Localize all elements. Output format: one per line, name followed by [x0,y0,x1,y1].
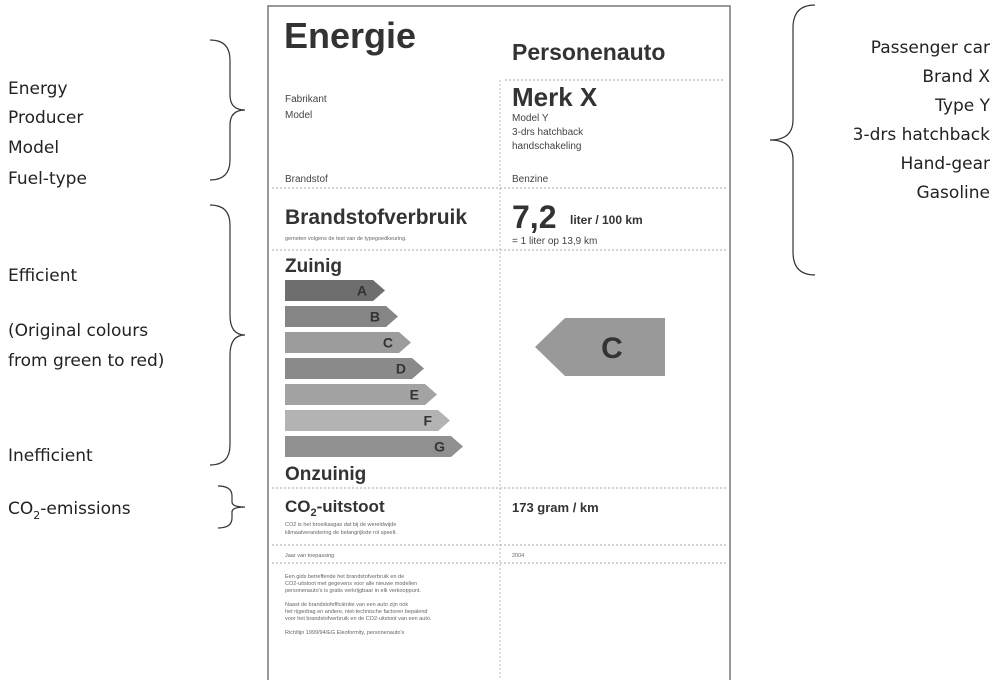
annotation: Energy [8,79,68,99]
label-text: Een gids betreffende het brandstofverbru… [285,574,432,636]
class-letter: C [383,335,393,351]
consumption: 7,2 [512,199,556,235]
field: Fabrikant [285,94,327,105]
annotation: Producer [8,108,83,128]
text: CO [8,499,33,519]
annotation: Fuel-type [8,169,87,189]
class-letter: D [396,361,406,377]
annotation: Gasoline [916,183,990,203]
scale-top: Zuinig [285,256,342,277]
annotation: Model [8,138,59,158]
annotation: Hand-gear [900,154,990,174]
value: 2004 [512,553,524,559]
text-line: Richtlijn 1999/94/EG Eleoformity, person… [285,630,405,636]
brace [209,39,246,181]
annotation: Inefficient [8,446,93,466]
right-annotations [769,4,816,276]
class-arrow [285,384,437,405]
brace [217,485,246,529]
field: Jaar van toepassing [285,553,334,559]
text-line: voor het brandstofverbruik en de CO2-uit… [285,616,432,622]
text: -emissions [40,499,130,519]
text: -uitstoot [317,497,385,516]
value: Benzine [512,174,549,185]
annotation: Efficient [8,266,77,286]
unit: liter / 100 km [570,213,643,227]
vehicle-type: Personenauto [512,39,665,65]
note: klimaatverandering de belangrijkste rol … [285,530,397,536]
annotation: Brand X [922,67,990,87]
field: Model [285,110,312,121]
text: 2 [33,509,40,522]
annotation: Passenger car [871,38,990,58]
label: Energie Personenauto Fabrikant Model Bra… [267,5,731,680]
annotation: (Original colours [8,321,148,341]
value: 3-drs hatchback [512,127,584,138]
value: Model Y [512,113,549,124]
text-line: Een gids betreffende het brandstofverbru… [285,574,404,580]
text-line: CO2-uitstoot met gegevens voor alle nieu… [285,581,417,587]
class-letter: G [434,439,445,455]
text-line: Naast de brandstofefficiëntie van een au… [285,602,408,608]
class-letter: F [423,413,432,429]
label-title: Energie [284,15,416,56]
class-arrow [285,332,411,353]
scale-bottom: Onzuinig [285,464,366,485]
class-letter: A [357,283,367,299]
brace [769,4,816,276]
value: handschakeling [512,141,582,152]
class-arrow [285,358,424,379]
value: = 1 liter op 13,9 km [512,236,597,247]
text-line: personenauto's is gratis verkrijgbaar in… [285,588,421,594]
brand: Merk X [512,82,598,112]
note: gemeten volgens de test van de typegoedk… [285,236,407,242]
annotation: from green to red) [8,351,164,371]
section-title: CO2-uitstoot [285,497,385,519]
rating: C [601,332,623,365]
brace [209,204,246,466]
class-arrow [285,436,463,457]
co2-value: 173 gram / km [512,500,599,515]
section-title: Brandstofverbruik [285,206,467,229]
annotation: Type Y [934,96,990,116]
class-arrow [285,280,385,301]
text: 2 [311,507,317,519]
annotation: CO2-emissions [8,499,131,522]
text: CO [285,497,311,516]
class-arrow [285,306,398,327]
rating-arrow [535,318,665,376]
class-arrow [285,410,450,431]
class-letter: B [370,309,380,325]
annotation: 3-drs hatchback [853,125,991,145]
class-letter: E [410,387,419,403]
note: CO2 is het broeikasgas dat bij de wereld… [285,522,396,528]
left-annotations: Energy Producer Model Fuel-type Efficien… [8,39,246,529]
field: Brandstof [285,174,328,185]
text-line: het rijgedrag en andere, niet-technische… [285,609,428,615]
